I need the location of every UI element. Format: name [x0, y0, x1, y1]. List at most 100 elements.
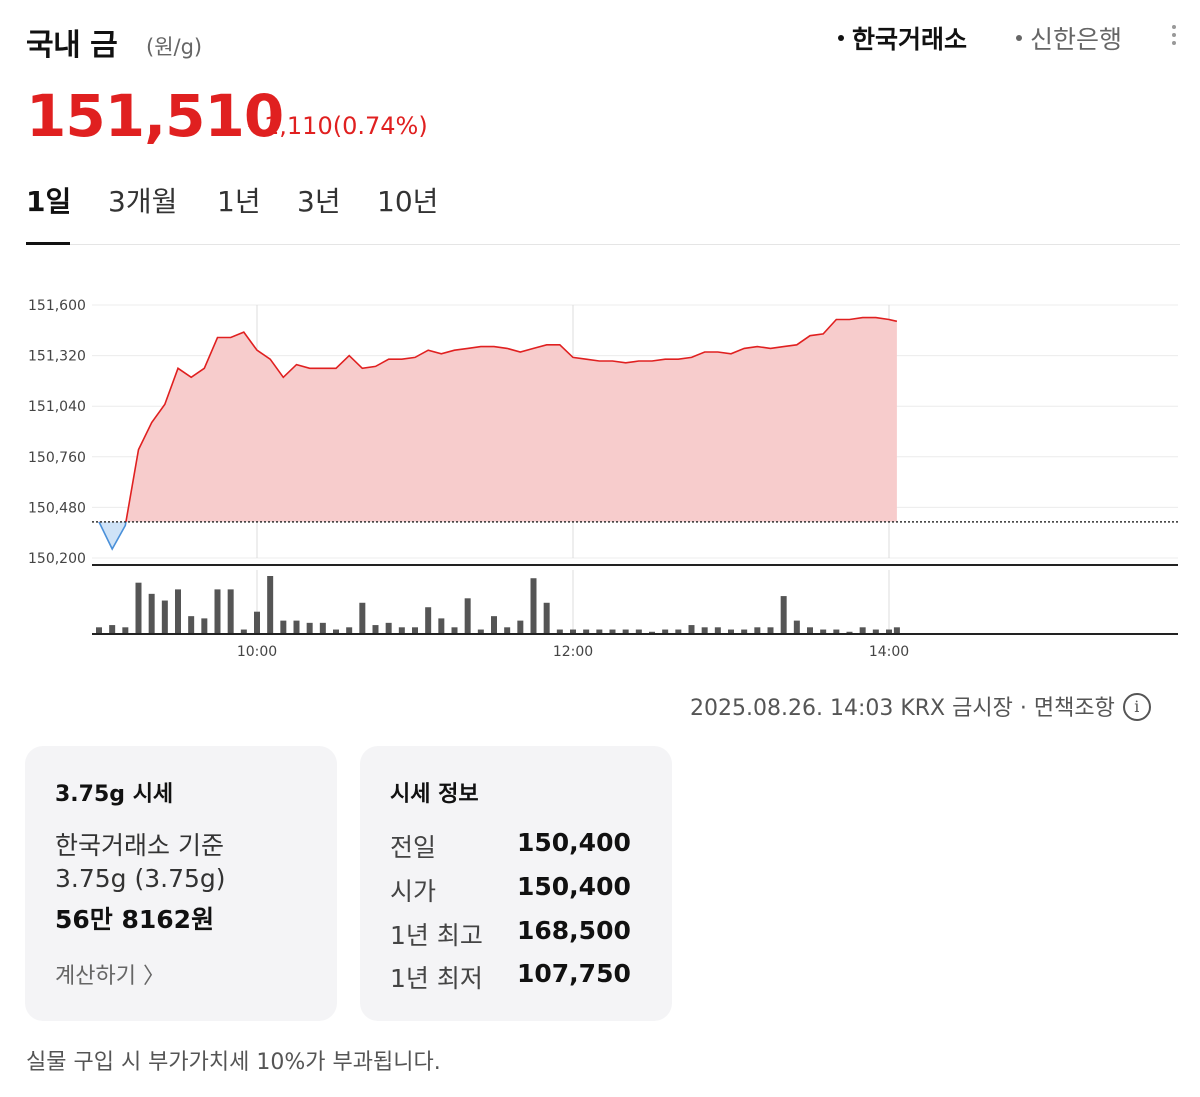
volume-bar	[201, 618, 208, 634]
tab-3y[interactable]: 3년	[297, 185, 341, 218]
volume-bar	[319, 622, 326, 634]
dot-icon	[1016, 35, 1022, 41]
y-tick-label: 150,760	[28, 450, 86, 466]
more-options-icon[interactable]	[1170, 22, 1178, 52]
y-axis: 151,600 151,320 151,040 150,760 150,480 150,2…	[28, 298, 86, 567]
disclaimer-link[interactable]: 면책조항	[1033, 696, 1115, 721]
change-amount: 1,110	[264, 112, 333, 140]
calculate-link[interactable]: 계산하기 〉	[55, 964, 165, 989]
volume-bar	[886, 629, 892, 634]
row-value-prev-close: 150,400	[517, 828, 631, 857]
volume-bar	[254, 611, 260, 634]
y-tick-label: 150,480	[28, 500, 86, 516]
volume-bar	[609, 629, 616, 634]
volume-bar	[227, 589, 234, 634]
volume-bar	[635, 629, 642, 634]
volume-bar	[543, 602, 550, 634]
price-chart[interactable]: 151,600 151,320 151,040 150,760 150,480 150,2…	[0, 270, 1200, 670]
volume-bar	[412, 627, 418, 634]
change-percent: (0.74%)	[332, 112, 428, 140]
tab-1d[interactable]: 1일	[26, 185, 72, 218]
row-label-52w-high: 1년 최고	[390, 921, 483, 950]
volume-bar	[188, 616, 195, 634]
card-title: 시세 정보	[390, 782, 479, 807]
current-price: 151,510	[26, 82, 284, 150]
card-quote-info: 시세 정보 전일 150,400 시가 150,400 1년 최고 168,50…	[360, 746, 672, 1021]
tab-10y[interactable]: 10년	[377, 185, 439, 218]
volume-bar	[451, 627, 458, 634]
volume-bar	[872, 629, 879, 634]
source-label-shinhan: 신한은행	[1030, 25, 1123, 54]
volume-bars	[92, 576, 1178, 635]
volume-bar	[688, 625, 695, 634]
timestamp: 2025.08.26. 14:03 KRX 금시장	[690, 696, 1013, 721]
volume-bar	[398, 627, 405, 634]
volume-bar	[346, 627, 353, 634]
period-tabs: 1일 3개월 1년 3년 10년	[26, 180, 1180, 245]
volume-bar	[96, 627, 102, 634]
card-title: 3.75g 시세	[55, 782, 174, 807]
volume-bar	[504, 627, 511, 634]
volume-bar	[425, 607, 432, 634]
source-label-krx: 한국거래소	[852, 25, 968, 54]
x-tick-label: 12:00	[553, 644, 593, 660]
weight-label: 3.75g (3.75g)	[55, 864, 226, 893]
volume-bar	[280, 620, 287, 634]
volume-bar	[859, 627, 866, 634]
tab-1y[interactable]: 1년	[217, 185, 261, 218]
chart-areas	[92, 316, 1178, 551]
volume-bar	[359, 602, 366, 634]
volume-bar	[385, 622, 392, 634]
volume-bar	[214, 589, 221, 634]
page-title: 국내 금	[26, 28, 118, 63]
x-axis: 10:00 12:00 14:00	[237, 644, 909, 660]
volume-bar	[820, 629, 827, 634]
volume-bar	[767, 627, 774, 634]
y-tick-label: 151,600	[28, 298, 86, 314]
up-arrow-icon	[248, 119, 258, 127]
volume-bar	[675, 629, 682, 634]
volume-bar	[267, 576, 274, 634]
chart-meta: 2025.08.26. 14:03 KRX 금시장 · 면책조항 i	[690, 690, 1151, 723]
vat-footnote: 실물 구입 시 부가가치세 10%가 부과됩니다.	[26, 1050, 441, 1075]
volume-bar	[530, 578, 537, 634]
active-tab-indicator	[26, 242, 70, 245]
selected-dot-icon	[838, 35, 844, 41]
volume-bar	[293, 620, 300, 634]
volume-bar	[161, 600, 168, 634]
volume-bar	[728, 629, 734, 634]
volume-bar	[741, 629, 748, 634]
volume-bar	[240, 629, 247, 634]
row-label-open: 시가	[390, 877, 437, 906]
area-below-baseline	[99, 521, 126, 549]
volume-bar	[649, 631, 655, 634]
volume-bar	[517, 620, 524, 634]
volume-bar	[662, 629, 669, 634]
volume-bar	[893, 627, 900, 634]
source-option-krx[interactable]: 한국거래소	[838, 20, 967, 56]
volume-bar	[807, 627, 813, 634]
volume-bar	[135, 582, 142, 634]
volume-bar	[596, 629, 603, 634]
basis-label: 한국거래소 기준	[55, 831, 224, 860]
volume-bar	[714, 627, 721, 634]
separator: ·	[1019, 696, 1027, 721]
volume-bar	[793, 620, 800, 634]
volume-bar	[122, 627, 129, 634]
volume-bar	[583, 629, 590, 634]
don-price: 56만 8162원	[55, 905, 215, 934]
volume-bar	[846, 631, 853, 634]
volume-bar	[491, 616, 497, 634]
tab-3m[interactable]: 3개월	[108, 185, 178, 218]
volume-bar	[622, 629, 629, 634]
info-icon[interactable]: i	[1122, 693, 1151, 721]
y-tick-label: 151,040	[28, 399, 86, 415]
row-label-52w-low: 1년 최저	[390, 964, 483, 993]
volume-bar	[148, 593, 155, 634]
volume-bar	[570, 629, 576, 634]
area-above-baseline	[99, 317, 897, 522]
source-option-shinhan[interactable]: 신한은행	[1016, 20, 1122, 56]
y-tick-label: 150,200	[28, 551, 86, 567]
y-tick-label: 151,320	[28, 349, 86, 365]
volume-bar	[372, 625, 379, 634]
